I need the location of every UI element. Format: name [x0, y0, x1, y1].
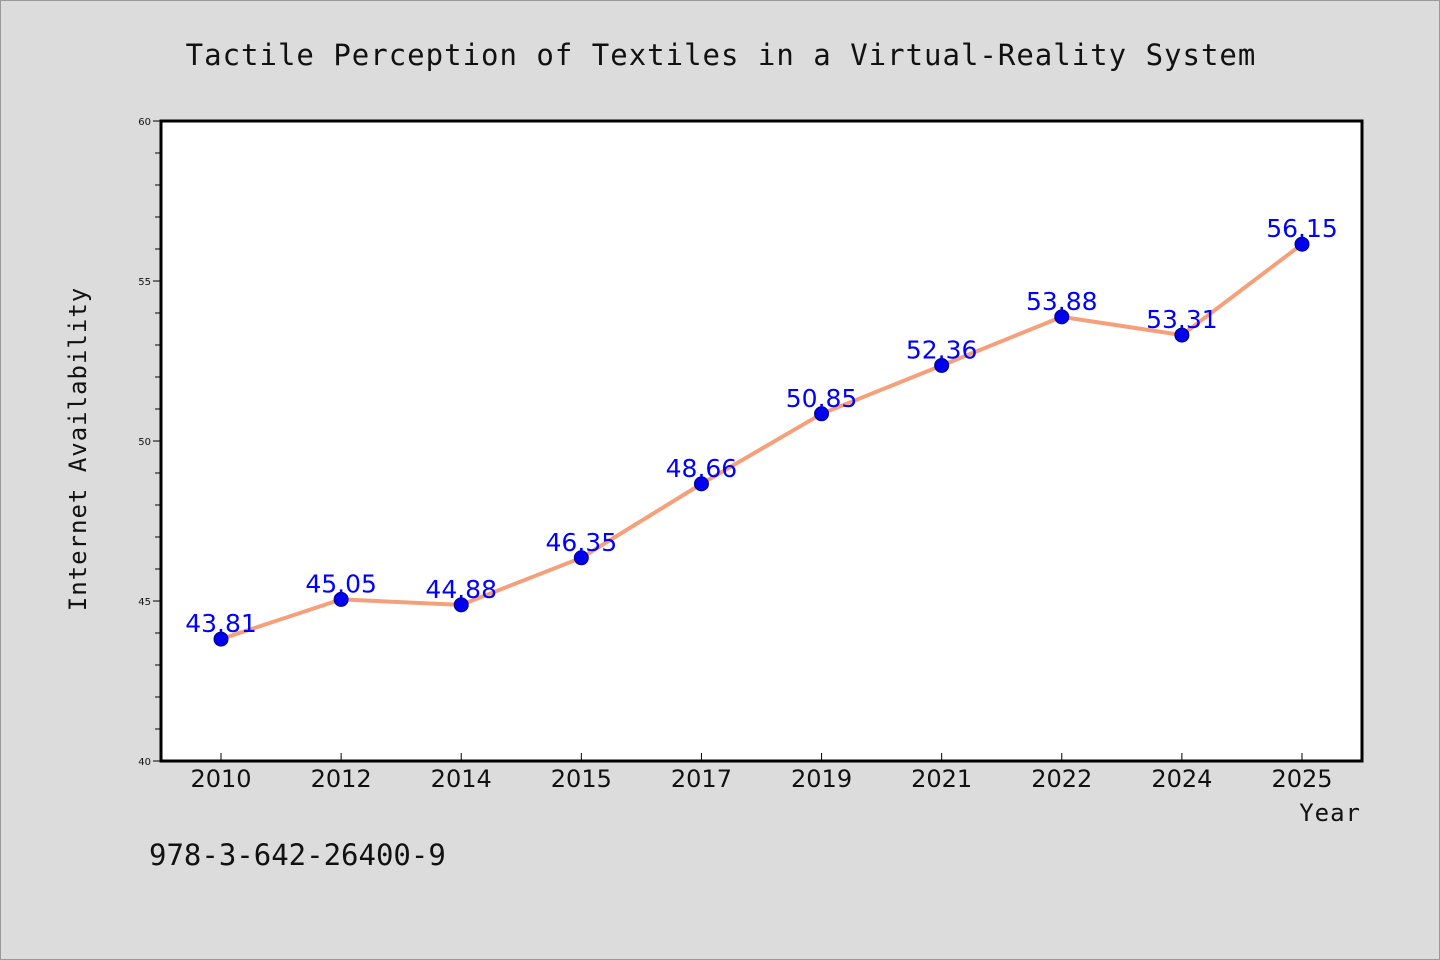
data-label: 53.88: [1026, 287, 1098, 316]
x-axis: 2010 2012 2014 2015 2017 2019 2021 2022 2024 2025: [190, 753, 1333, 793]
data-label: 48.66: [666, 454, 738, 483]
data-point: [333, 591, 349, 607]
y-tick-label: 45: [138, 597, 151, 608]
series-line: [219, 242, 1304, 642]
x-axis-label: Year: [1299, 799, 1361, 827]
data-point: [1054, 309, 1070, 325]
series-group: 43.81 45.05 44.88 46.35 48.66 50.85 52.36 53.88…: [185, 214, 1338, 647]
data-point: [213, 631, 229, 647]
data-label: 46.35: [546, 528, 618, 557]
x-tick-label: 2025: [1271, 765, 1332, 793]
data-point: [453, 597, 469, 613]
plot-area: [159, 119, 1364, 763]
data-label: 43.81: [185, 609, 257, 638]
data-label: 56.15: [1266, 214, 1338, 243]
x-tick-label: 2017: [671, 765, 732, 793]
x-tick-label: 2022: [1031, 765, 1092, 793]
y-tick-label: 40: [138, 757, 151, 768]
data-point: [573, 550, 589, 566]
x-tick-label: 2024: [1151, 765, 1212, 793]
x-tick-label: 2010: [190, 765, 251, 793]
data-point: [814, 406, 830, 422]
data-point: [1174, 327, 1190, 343]
data-label: 45.05: [305, 569, 377, 598]
data-point: [934, 357, 950, 373]
x-tick-label: 2015: [551, 765, 612, 793]
footer-isbn: 978-3-642-26400-9: [149, 838, 446, 872]
data-label: 53.31: [1146, 305, 1218, 334]
x-tick-label: 2021: [911, 765, 972, 793]
y-axis: 40 45 50 55 60: [138, 117, 161, 768]
data-point: [1294, 236, 1310, 252]
chart-title: Tactile Perception of Textiles in a Virt…: [186, 38, 1257, 72]
x-tick-label: 2014: [431, 765, 492, 793]
data-label: 50.85: [786, 384, 858, 413]
y-tick-label: 50: [138, 437, 151, 448]
x-tick-label: 2019: [791, 765, 852, 793]
data-label: 44.88: [425, 575, 497, 604]
data-point: [693, 476, 709, 492]
x-tick-label: 2012: [311, 765, 372, 793]
y-tick-label: 55: [138, 277, 151, 288]
y-tick-label: 60: [138, 117, 151, 128]
data-label: 52.36: [906, 335, 978, 364]
y-axis-label: Internet Availability: [64, 287, 92, 611]
